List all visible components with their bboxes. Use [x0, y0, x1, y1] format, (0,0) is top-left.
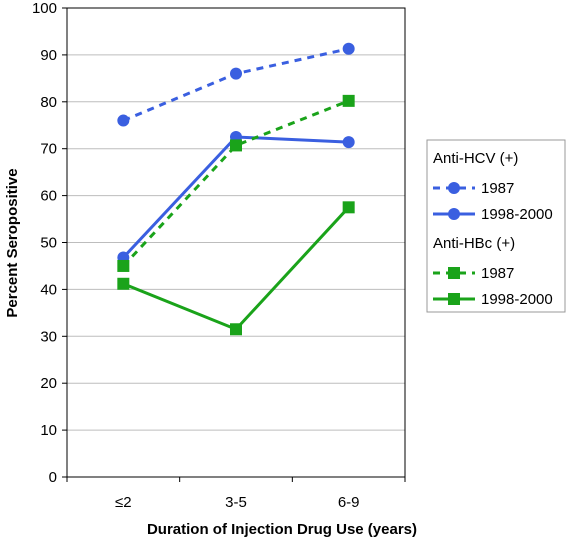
- series-3: [117, 94, 355, 272]
- legend-swatch-marker: [448, 208, 460, 220]
- series-4: [117, 201, 355, 336]
- data-point: [230, 139, 242, 152]
- data-point: [230, 67, 242, 80]
- legend-label: 1998-2000: [481, 206, 553, 223]
- y-tick-label: 70: [40, 141, 57, 158]
- data-point: [117, 277, 130, 290]
- legend-item: 1987: [433, 265, 514, 282]
- data-point: [117, 259, 130, 272]
- legend-item: 1998-2000: [433, 291, 553, 308]
- x-tick-label: ≤2: [115, 494, 132, 511]
- y-axis-label: Percent Seropositive: [4, 168, 21, 317]
- legend-swatch-marker: [448, 182, 460, 194]
- y-tick-label: 90: [40, 47, 57, 64]
- legend: Anti-HCV (+) 1987 1998-2000 Anti-HBc (+) 198…: [426, 139, 566, 313]
- data-point: [117, 114, 130, 127]
- legend-group-title: Anti-HBc (+): [433, 235, 515, 252]
- data-point: [342, 136, 355, 149]
- data-point: [230, 323, 242, 336]
- legend-swatch-marker: [448, 267, 460, 279]
- data-point: [342, 94, 355, 107]
- legend-item: 1998-2000: [433, 206, 553, 223]
- series-group: [117, 42, 355, 336]
- x-axis-label: Duration of Injection Drug Use (years): [147, 521, 417, 538]
- legend-label: 1998-2000: [481, 291, 553, 308]
- legend-label: 1987: [481, 180, 514, 197]
- y-axis: 0 10 20 30 40 50 60 70 80 90 100: [32, 0, 67, 486]
- series-line: [122, 135, 349, 259]
- x-tick-label: 6-9: [338, 494, 360, 511]
- x-tick-label: 3-5: [225, 494, 247, 511]
- legend-group-title: Anti-HCV (+): [433, 150, 518, 167]
- y-tick-label: 0: [49, 469, 57, 486]
- legend-box: [426, 139, 566, 313]
- y-tick-label: 50: [40, 235, 57, 252]
- y-tick-label: 100: [32, 0, 57, 17]
- legend-swatch-marker: [448, 293, 460, 305]
- y-tick-label: 60: [40, 188, 57, 205]
- y-tick-label: 20: [40, 375, 57, 392]
- y-tick-label: 10: [40, 422, 57, 439]
- series-line: [122, 99, 350, 267]
- y-tick-label: 40: [40, 281, 57, 298]
- series-1: [117, 42, 355, 127]
- gridlines: [67, 54, 405, 431]
- data-point: [342, 201, 355, 214]
- legend-item: 1987: [433, 180, 514, 197]
- data-point: [342, 42, 355, 55]
- series-line: [122, 206, 350, 332]
- x-axis: ≤2 3-5 6-9: [66, 477, 406, 511]
- series-line: [122, 47, 349, 122]
- y-tick-label: 30: [40, 328, 57, 345]
- y-tick-label: 80: [40, 94, 57, 111]
- legend-label: 1987: [481, 265, 514, 282]
